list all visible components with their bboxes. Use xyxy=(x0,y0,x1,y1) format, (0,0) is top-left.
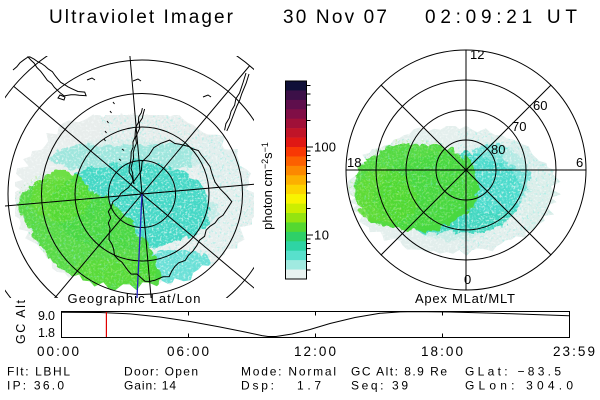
svg-text:0: 0 xyxy=(464,272,471,287)
svg-text:Flt: LBHL: Flt: LBHL xyxy=(7,365,70,379)
svg-text:02:09:21 UT: 02:09:21 UT xyxy=(425,7,577,28)
svg-text:6: 6 xyxy=(576,155,583,170)
svg-text:18: 18 xyxy=(347,155,361,170)
svg-text:Seq: 39: Seq: 39 xyxy=(351,379,408,393)
svg-text:06:00: 06:00 xyxy=(167,344,209,359)
svg-text:GC Alt: GC Alt xyxy=(14,299,28,344)
svg-text:1.7: 1.7 xyxy=(297,379,321,393)
svg-text:10: 10 xyxy=(314,228,329,243)
svg-text:12:00: 12:00 xyxy=(294,344,336,359)
svg-text:00:00: 00:00 xyxy=(37,344,79,359)
svg-text:80: 80 xyxy=(491,142,505,157)
svg-text:9.0: 9.0 xyxy=(38,309,55,323)
svg-text:23:59: 23:59 xyxy=(553,344,595,359)
svg-text:GLat: −83.5: GLat: −83.5 xyxy=(465,365,561,379)
svg-text:60: 60 xyxy=(533,98,547,113)
svg-text:Gain: 14: Gain: 14 xyxy=(124,379,176,393)
svg-text:1.8: 1.8 xyxy=(38,326,55,340)
svg-text:Apex MLat/MLT: Apex MLat/MLT xyxy=(415,291,515,306)
svg-text:12: 12 xyxy=(470,47,484,62)
svg-text:Geographic Lat/Lon: Geographic Lat/Lon xyxy=(68,291,201,306)
svg-text:Dsp:: Dsp: xyxy=(241,379,274,393)
svg-text:photon cm−2s−1: photon cm−2s−1 xyxy=(260,142,275,230)
svg-text:18:00: 18:00 xyxy=(421,344,463,359)
svg-text:100: 100 xyxy=(314,140,336,155)
svg-text:GC Alt: 8.9 Re: GC Alt: 8.9 Re xyxy=(351,365,447,379)
svg-text:Door: Open: Door: Open xyxy=(124,365,198,379)
svg-text:Mode: Normal: Mode: Normal xyxy=(241,365,336,379)
svg-text:30 Nov 07: 30 Nov 07 xyxy=(283,7,387,28)
svg-text:70: 70 xyxy=(512,119,526,134)
